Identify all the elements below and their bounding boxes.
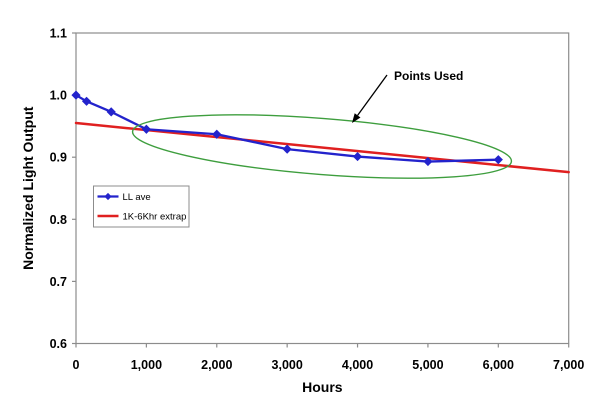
series-marker [352,151,363,162]
x-tick-label: 3,000 [272,358,303,372]
y-tick-label: 0.8 [50,213,67,227]
annotation-ellipse [131,114,513,179]
legend-item-label: 1K-6Khr extrap [123,212,187,223]
series-marker [141,124,151,134]
y-tick-label: 0.9 [50,151,67,165]
series-marker [81,96,92,106]
x-tick-label: 4,000 [342,358,373,372]
y-tick-label: 1.1 [50,27,67,41]
annotation-arrow [357,74,388,116]
legend-item-label: LL ave [123,192,151,203]
series-marker [212,129,222,139]
x-tick-label: 2,000 [201,358,232,372]
x-tick-label: 1,000 [131,358,162,372]
legend-marker [104,192,112,201]
legend-box [93,185,190,228]
annotation-arrowhead [352,113,361,123]
annotation-label: Points Used [394,69,463,83]
y-tick-label: 0.6 [50,337,67,351]
x-axis-title: Hours [302,379,343,395]
series-marker [106,107,116,117]
x-tick-label: 7,000 [553,358,584,372]
y-tick-label: 0.7 [50,275,67,289]
series-marker [423,156,433,167]
x-tick-label: 6,000 [483,358,514,372]
series-marker [493,155,503,165]
x-tick-label: 0 [73,358,80,372]
y-axis-title: Normalized Light Output [20,106,36,270]
x-tick-label: 5,000 [412,358,443,372]
series-marker [71,90,81,100]
series-marker [282,144,292,154]
y-tick-label: 1.0 [50,89,67,103]
